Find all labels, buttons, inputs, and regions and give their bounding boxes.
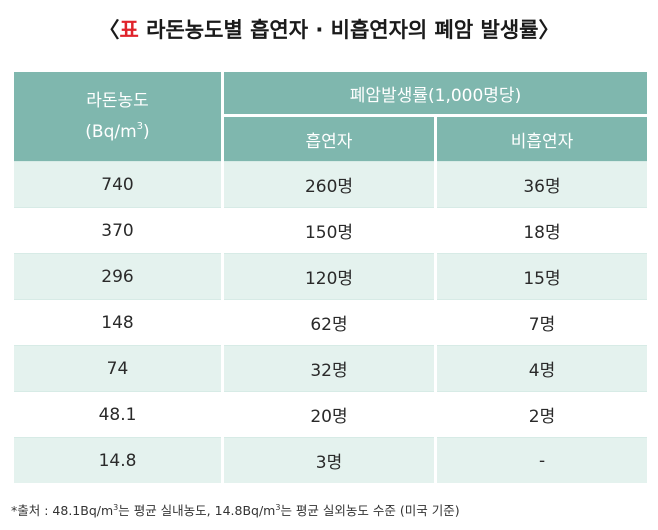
header-lung-cancer-rate: 폐암발생률(1,000명당) xyxy=(224,72,648,117)
table-row: 740 260명 36명 xyxy=(14,161,648,207)
table-row: 296 120명 15명 xyxy=(14,253,648,299)
cell-smoker: 62명 xyxy=(224,299,434,345)
cell-radon: 296 xyxy=(14,253,221,299)
table-row: 148 62명 7명 xyxy=(14,299,648,345)
cell-radon: 370 xyxy=(14,207,221,253)
header-radon-line2: (Bq/m3) xyxy=(85,121,150,142)
cell-nonsmoker: 4명 xyxy=(437,345,648,391)
cell-smoker: 150명 xyxy=(224,207,434,253)
cell-smoker: 3명 xyxy=(224,437,434,483)
cell-radon: 14.8 xyxy=(14,437,221,483)
table-row: 48.1 20명 2명 xyxy=(14,391,648,437)
radon-lung-cancer-table: 라돈농도 (Bq/m3) 폐암발생률(1,000명당) 흡연자 비흡연자 740… xyxy=(11,72,650,483)
table-row: 370 150명 18명 xyxy=(14,207,648,253)
title-text: 라돈농도별 흡연자 · 비흡연자의 폐암 발생률 xyxy=(146,18,539,42)
cell-smoker: 20명 xyxy=(224,391,434,437)
cell-radon: 148 xyxy=(14,299,221,345)
footnote-sup2: 3 xyxy=(275,503,281,512)
footnote-part3: 는 평균 실외농도 수준 (미국 기준) xyxy=(280,503,460,518)
cell-nonsmoker: - xyxy=(437,437,648,483)
page-title: 〈표 라돈농도별 흡연자 · 비흡연자의 폐암 발생률〉 xyxy=(0,14,658,44)
table-row: 14.8 3명 - xyxy=(14,437,648,483)
footnote-part2: 는 평균 실내농도, 14.8Bq/m xyxy=(118,503,276,518)
source-footnote: *출처 : 48.1Bq/m3는 평균 실내농도, 14.8Bq/m3는 평균 … xyxy=(11,500,460,519)
cell-smoker: 260명 xyxy=(224,161,434,207)
cell-radon: 74 xyxy=(14,345,221,391)
title-close-bracket: 〉 xyxy=(538,18,560,42)
cell-radon: 48.1 xyxy=(14,391,221,437)
header-nonsmoker: 비흡연자 xyxy=(437,117,648,161)
header-radon-line1: 라돈농도 xyxy=(86,91,149,111)
cell-nonsmoker: 2명 xyxy=(437,391,648,437)
cell-radon: 740 xyxy=(14,161,221,207)
table-row: 74 32명 4명 xyxy=(14,345,648,391)
cell-nonsmoker: 15명 xyxy=(437,253,648,299)
title-accent: 표 xyxy=(119,18,139,42)
cell-smoker: 120명 xyxy=(224,253,434,299)
header-smoker: 흡연자 xyxy=(224,117,434,161)
cell-nonsmoker: 18명 xyxy=(437,207,648,253)
cell-nonsmoker: 36명 xyxy=(437,161,648,207)
header-radon-concentration: 라돈농도 (Bq/m3) xyxy=(14,72,221,161)
title-open-bracket: 〈 xyxy=(98,18,120,42)
cell-nonsmoker: 7명 xyxy=(437,299,648,345)
footnote-sup1: 3 xyxy=(113,503,119,512)
footnote-part1: *출처 : 48.1Bq/m xyxy=(11,503,114,518)
cell-smoker: 32명 xyxy=(224,345,434,391)
